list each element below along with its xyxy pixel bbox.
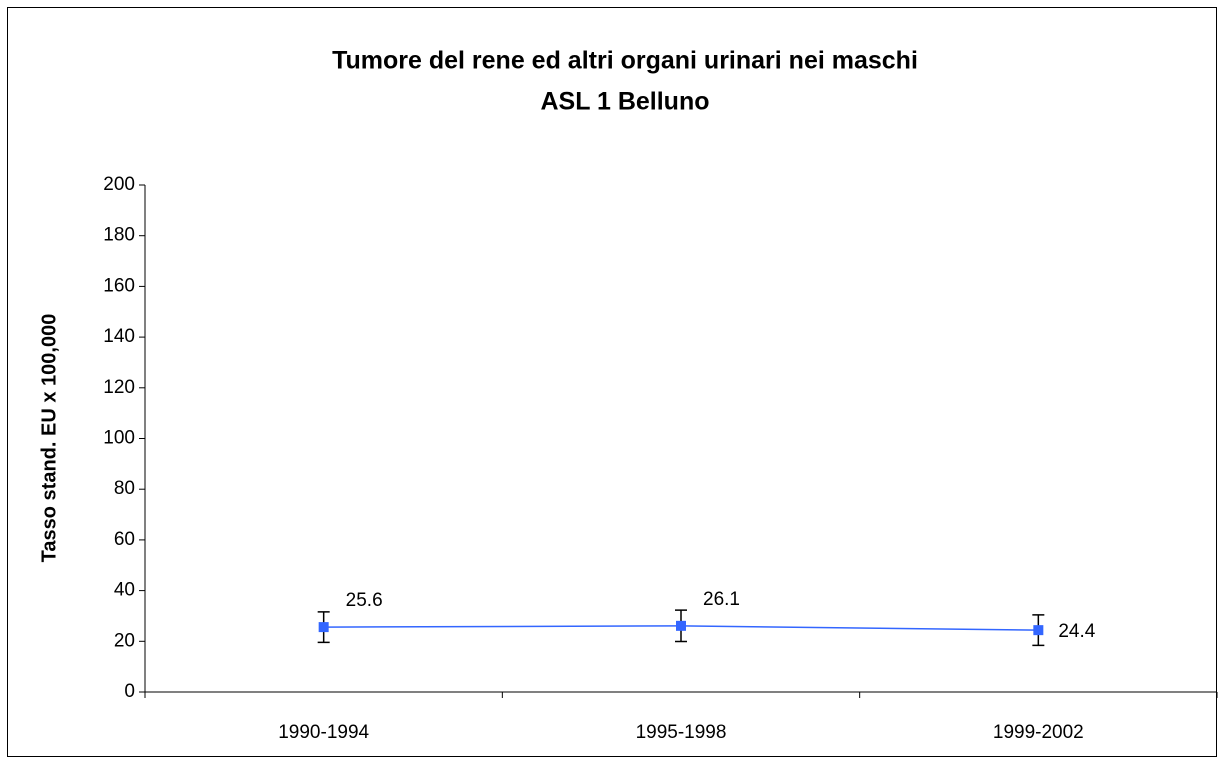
chart-frame — [7, 7, 1217, 757]
x-tick-label: 1990-1994 — [278, 722, 369, 743]
y-tick-label: 120 — [103, 377, 135, 398]
y-axis-label: Tasso stand. EU x 100,000 — [38, 314, 60, 563]
y-tick-label: 100 — [103, 428, 135, 449]
y-tick-label: 200 — [103, 174, 135, 195]
y-tick-label: 0 — [124, 681, 135, 702]
point — [318, 622, 329, 633]
x-tick-label: 1999-2002 — [993, 722, 1084, 743]
data-label: 24.4 — [1058, 621, 1095, 642]
y-tick-label: 60 — [114, 529, 135, 550]
y-tick-label: 40 — [114, 580, 135, 601]
data-label: 26.1 — [703, 589, 740, 610]
y-tick-label: 160 — [103, 275, 135, 296]
y-tick-label: 180 — [103, 225, 135, 246]
y-tick-label: 80 — [114, 478, 135, 499]
chart-title: Tumore del rene ed altri organi urinari … — [332, 47, 918, 75]
data-label: 25.6 — [346, 590, 383, 611]
chart-subtitle: ASL 1 Belluno — [540, 88, 709, 116]
point — [1033, 625, 1044, 636]
y-tick-label: 20 — [114, 630, 135, 651]
x-tick-label: 1995-1998 — [636, 722, 727, 743]
y-tick-label: 140 — [103, 326, 135, 347]
point — [676, 620, 686, 631]
